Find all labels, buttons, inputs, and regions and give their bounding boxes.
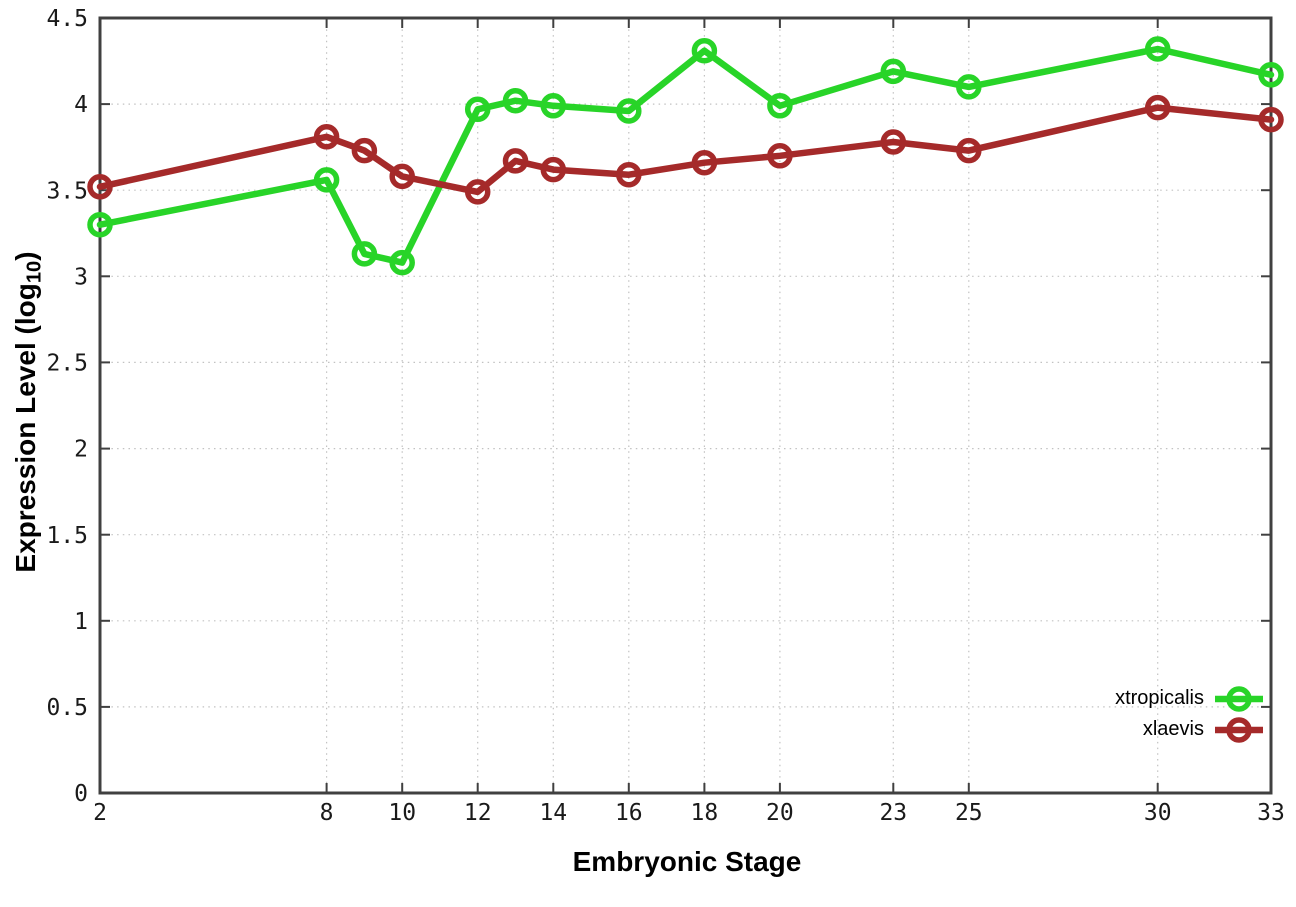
y-tick-label: 3.5 [46, 178, 88, 204]
y-tick-label: 4.5 [46, 6, 88, 32]
data-point-xtropicalis-stage-25 [956, 74, 982, 100]
legend-label-xtropicalis: xtropicalis [1115, 687, 1204, 709]
x-tick-label: 18 [691, 800, 719, 826]
data-point-xlaevis-stage-18 [691, 149, 718, 176]
data-point-xtropicalis-stage-10 [389, 249, 415, 276]
data-point-xlaevis-stage-25 [956, 137, 982, 164]
y-tick-label: 0.5 [46, 695, 88, 721]
y-tick-label: 1.5 [46, 523, 88, 549]
x-tick-label: 25 [955, 800, 983, 826]
data-point-xlaevis-stage-9 [351, 137, 378, 164]
data-point-xtropicalis-stage-16 [616, 98, 642, 124]
data-point-xlaevis-stage-12 [464, 179, 491, 205]
legend-marker-icon-xlaevis [1215, 716, 1263, 743]
y-axis-title-subscript: 10 [23, 260, 46, 284]
y-axis-title: Expression Level (log10) [6, 182, 46, 642]
data-point-xlaevis-stage-30 [1144, 94, 1171, 121]
data-point-xlaevis-stage-8 [313, 124, 340, 150]
series-line-xtropicalis [96, 45, 1275, 266]
data-point-xtropicalis-stage-14 [540, 93, 567, 119]
legend-label-xlaevis: xlaevis [1142, 718, 1204, 740]
data-point-xlaevis-stage-2 [87, 174, 113, 200]
x-tick-label: 20 [766, 800, 794, 826]
x-tick-label: 10 [388, 800, 416, 826]
plot-border [98, 16, 1273, 795]
data-point-xlaevis-stage-16 [616, 161, 642, 188]
data-point-xtropicalis-stage-30 [1144, 36, 1171, 62]
x-tick-label: 33 [1257, 800, 1285, 826]
x-tick-label: 30 [1144, 800, 1172, 826]
y-tick-label: 0 [74, 781, 88, 807]
x-tick-label: 16 [615, 800, 643, 826]
y-axis-title-close: ) [10, 251, 41, 261]
data-point-xlaevis-stage-13 [502, 148, 529, 174]
data-point-xtropicalis-stage-33 [1258, 62, 1284, 88]
y-tick-label: 3 [74, 264, 88, 290]
x-axis-title: Embryonic Stage [572, 846, 802, 877]
data-point-xtropicalis-stage-9 [351, 241, 378, 267]
data-point-xlaevis-stage-33 [1258, 106, 1284, 133]
data-point-xtropicalis-stage-18 [691, 37, 718, 64]
data-point-xtropicalis-stage-13 [502, 87, 529, 114]
x-tick-label: 2 [93, 800, 107, 826]
y-tick-label: 2.5 [46, 350, 88, 376]
data-point-xtropicalis-stage-2 [87, 211, 113, 238]
data-point-xlaevis-stage-20 [767, 143, 793, 169]
data-point-xtropicalis-stage-8 [313, 167, 340, 193]
data-point-xlaevis-stage-23 [880, 129, 907, 155]
legend-marker-icon-xtropicalis [1215, 685, 1263, 712]
x-tick-label: 12 [464, 800, 492, 826]
legend: xtropicalis xlaevis [1115, 683, 1265, 745]
y-axis-title-text: Expression Level (log [10, 283, 41, 573]
data-point-xtropicalis-stage-23 [880, 58, 907, 85]
data-point-xlaevis-stage-14 [540, 156, 567, 183]
y-tick-label: 2 [74, 437, 88, 463]
legend-item-xlaevis: xlaevis [1115, 714, 1265, 745]
x-tick-label: 8 [320, 800, 334, 826]
series-line-xlaevis [96, 104, 1275, 196]
data-point-xtropicalis-stage-20 [767, 93, 793, 119]
legend-item-xtropicalis: xtropicalis [1115, 683, 1265, 714]
data-point-xlaevis-stage-10 [389, 163, 415, 190]
x-tick-label: 14 [539, 800, 567, 826]
x-tick-label: 23 [879, 800, 907, 826]
data-point-xtropicalis-stage-12 [464, 96, 491, 123]
y-tick-label: 1 [74, 609, 88, 635]
y-tick-label: 4 [74, 92, 88, 118]
